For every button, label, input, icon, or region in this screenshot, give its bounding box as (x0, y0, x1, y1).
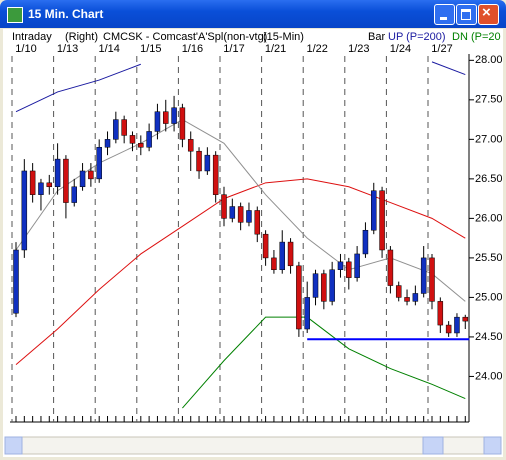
candle-body (138, 143, 144, 148)
y-tick-label: 24.00 (475, 370, 503, 382)
x-tick-label: 1/13 (57, 43, 78, 55)
candle-body (154, 111, 161, 132)
x-tick-label: 1/16 (182, 43, 203, 55)
candle-body (279, 241, 285, 270)
y-tick-label: 26.00 (475, 212, 503, 224)
candle-body (454, 316, 460, 334)
x-tick-label: 1/24 (390, 43, 411, 55)
x-tick-label: 1/22 (306, 43, 327, 55)
window-title: 15 Min. Chart (28, 7, 104, 21)
candle-body (46, 182, 53, 188)
scroll-left-button[interactable] (4, 436, 23, 455)
candle-body (329, 269, 335, 302)
indicator-line (15, 178, 466, 365)
candle-body (412, 293, 419, 302)
candle-body (445, 324, 452, 334)
candle-body (429, 257, 435, 302)
candle-body (113, 119, 119, 140)
candle-body (121, 119, 127, 136)
candle-body (254, 210, 261, 235)
candle-body (271, 257, 277, 270)
legend-label: DN (P=20 (452, 31, 501, 43)
candle-body (171, 107, 177, 124)
candle-body (262, 233, 269, 259)
candle-body (88, 170, 94, 180)
candle-body (337, 261, 344, 270)
y-tick-label: 27.50 (475, 94, 503, 106)
candle-body (246, 210, 252, 223)
header-text: CMCSK - Comcast'A'Spl(non-vtg) (103, 31, 267, 43)
y-tick-label: 25.50 (475, 252, 503, 264)
title-bar: 15 Min. Chart × (0, 0, 506, 28)
x-tick-label: 1/15 (140, 43, 161, 55)
candle-body (187, 139, 194, 152)
header-text: Intraday (12, 31, 52, 43)
candle-body (420, 257, 427, 294)
candle-body (71, 186, 77, 203)
indicator-line (15, 61, 466, 113)
chart: Intraday (Right) CMCSK - Comcast'A'Spl(non… (3, 29, 503, 457)
candle-body (221, 194, 227, 219)
candle-body (29, 170, 36, 195)
header-text: (15-Min) (263, 31, 304, 43)
candle-body (287, 241, 294, 267)
candle-body (395, 285, 402, 298)
candle-body (304, 297, 310, 330)
x-tick-label: 1/14 (98, 43, 119, 55)
candle-body (296, 265, 302, 330)
candle-body (371, 190, 377, 231)
candle-body (346, 261, 352, 278)
candle-body (79, 170, 86, 188)
header-text: (Right) (65, 31, 98, 43)
candle-body (387, 249, 394, 286)
x-tick-label: 1/10 (15, 43, 36, 55)
candle-body (321, 273, 327, 302)
y-tick-label: 27.00 (475, 133, 503, 145)
candle-body (104, 139, 111, 148)
candle-body (362, 229, 369, 255)
candle-body (54, 158, 61, 188)
candle-body (63, 158, 69, 203)
candle-body (96, 147, 102, 180)
candle-body (163, 111, 169, 124)
indicator-line (15, 119, 466, 302)
candle-body (196, 150, 202, 172)
candle-body (21, 170, 28, 251)
candle-body (38, 182, 44, 195)
y-tick-label: 28.00 (475, 54, 503, 66)
app-icon (7, 7, 23, 23)
legend-label: UP (P=200) (388, 31, 446, 43)
candle-body (237, 206, 244, 223)
candle-body (129, 135, 136, 144)
x-tick-label: 1/23 (348, 43, 369, 55)
y-tick-label: 26.50 (475, 173, 503, 185)
candle-body (146, 131, 152, 148)
header-text: Bar (368, 31, 385, 43)
scroll-right-button[interactable] (483, 436, 502, 455)
candle-body (13, 249, 19, 314)
candle-body (379, 190, 385, 251)
maximize-button[interactable] (456, 4, 477, 25)
x-tick-label: 1/21 (265, 43, 286, 55)
candle-body (229, 206, 236, 219)
y-tick-label: 24.50 (475, 331, 503, 343)
minimize-button[interactable] (434, 4, 455, 25)
x-tick-label: 1/17 (223, 43, 244, 55)
candle-body (404, 297, 410, 302)
candle-body (204, 154, 211, 172)
candle-body (462, 316, 469, 322)
candle-body (212, 154, 219, 195)
y-tick-label: 25.00 (475, 291, 503, 303)
candle-body (437, 301, 444, 326)
candle-body (354, 253, 360, 278)
indicator-line (182, 316, 466, 409)
x-tick-label: 1/27 (431, 43, 452, 55)
candle-body (312, 273, 319, 298)
scroll-thumb[interactable] (422, 436, 444, 455)
close-button[interactable]: × (478, 4, 499, 25)
candle-body (179, 107, 186, 140)
